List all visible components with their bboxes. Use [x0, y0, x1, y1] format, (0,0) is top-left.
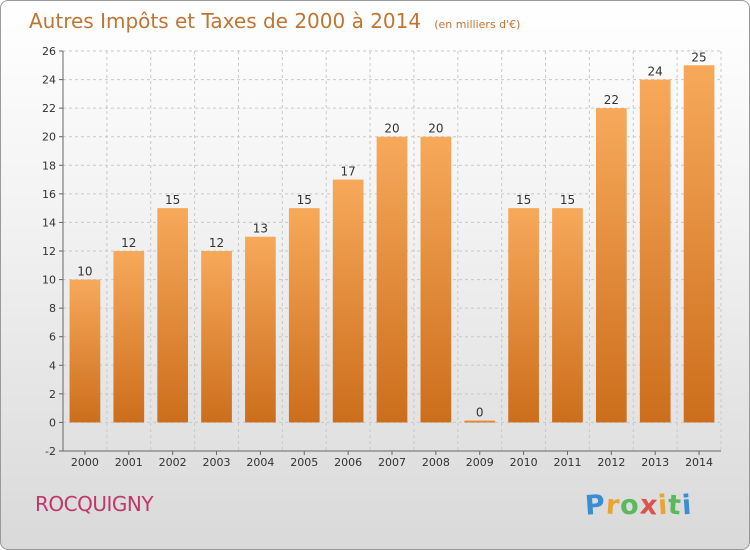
x-tick-label-2012: 2012 [597, 456, 625, 469]
value-label-2005: 15 [297, 193, 312, 207]
x-tick-label-2000: 2000 [71, 456, 99, 469]
y-tick-label: 26 [42, 45, 56, 58]
bar-2008 [420, 136, 452, 423]
y-tick-label: 18 [42, 159, 56, 172]
value-label-2004: 13 [253, 222, 268, 236]
x-tick-label-2014: 2014 [685, 456, 713, 469]
logo-letter: P [583, 489, 607, 522]
y-tick-label: 8 [49, 302, 56, 315]
value-label-2000: 10 [77, 265, 92, 279]
bar-2013 [639, 79, 671, 423]
y-tick-label: 4 [49, 359, 56, 372]
x-tick-label-2013: 2013 [641, 456, 669, 469]
value-label-2010: 15 [516, 193, 531, 207]
commune-name: ROCQUIGNY [35, 492, 154, 516]
bar-2005 [288, 208, 320, 423]
bar-2001 [113, 251, 145, 423]
x-tick-label-2001: 2001 [115, 456, 143, 469]
value-label-2014: 25 [691, 50, 706, 64]
bar-2004 [245, 236, 276, 423]
proxiti-logo[interactable]: Proxiti [583, 489, 694, 522]
x-tick-label-2003: 2003 [203, 456, 231, 469]
y-tick-label: 14 [42, 216, 56, 229]
bar-2003 [201, 251, 232, 423]
x-tick-label-2004: 2004 [246, 456, 274, 469]
y-tick-label: 10 [42, 274, 56, 287]
x-tick-label-2006: 2006 [334, 456, 362, 469]
x-tick-label-2002: 2002 [159, 456, 187, 469]
y-tick-label: 2 [49, 388, 56, 401]
x-tick-label-2005: 2005 [290, 456, 318, 469]
bar-2000 [69, 279, 101, 423]
x-tick-label-2011: 2011 [553, 456, 581, 469]
y-tick-label: 22 [42, 102, 56, 115]
chart-title-group: Autres Impôts et Taxes de 2000 à 2014 (e… [29, 9, 520, 33]
bar-2007 [376, 136, 408, 423]
x-tick-label-2010: 2010 [510, 456, 538, 469]
y-tick-label: 0 [49, 416, 56, 429]
value-label-2001: 12 [121, 236, 136, 250]
bar-2010 [508, 208, 539, 423]
value-label-2007: 20 [384, 122, 399, 136]
y-tick-label: -2 [45, 445, 56, 458]
y-tick-label: 6 [49, 331, 56, 344]
value-label-2011: 15 [560, 193, 575, 207]
bar-2006 [332, 179, 364, 423]
x-tick-label-2007: 2007 [378, 456, 406, 469]
y-tick-label: 20 [42, 131, 56, 144]
logo-letter: o [619, 489, 641, 522]
value-label-2006: 17 [340, 165, 355, 179]
value-label-2012: 22 [604, 93, 619, 107]
x-tick-label-2008: 2008 [422, 456, 450, 469]
bar-2009 [464, 420, 496, 423]
value-label-2009: 0 [476, 405, 484, 419]
chart-unit: (en milliers d'€) [434, 18, 520, 31]
bar-2014 [683, 65, 715, 423]
chart-title: Autres Impôts et Taxes de 2000 à 2014 [29, 9, 421, 33]
logo-letter: i [681, 489, 694, 522]
value-label-2008: 20 [428, 122, 443, 136]
bars-layer: 10 12 15 12 13 15 17 20 20 0 15 15 22 24 25 [69, 50, 715, 423]
value-label-2002: 15 [165, 193, 180, 207]
y-tick-label: 24 [42, 74, 56, 87]
bar-2011 [552, 208, 583, 423]
logo-letter: x [638, 489, 660, 522]
x-tick-label-2009: 2009 [466, 456, 494, 469]
value-label-2013: 24 [648, 65, 663, 79]
y-tick-label: 12 [42, 245, 56, 258]
y-tick-label: 16 [42, 188, 56, 201]
bar-2012 [595, 108, 627, 423]
value-label-2003: 12 [209, 236, 224, 250]
bar-2002 [157, 208, 189, 423]
